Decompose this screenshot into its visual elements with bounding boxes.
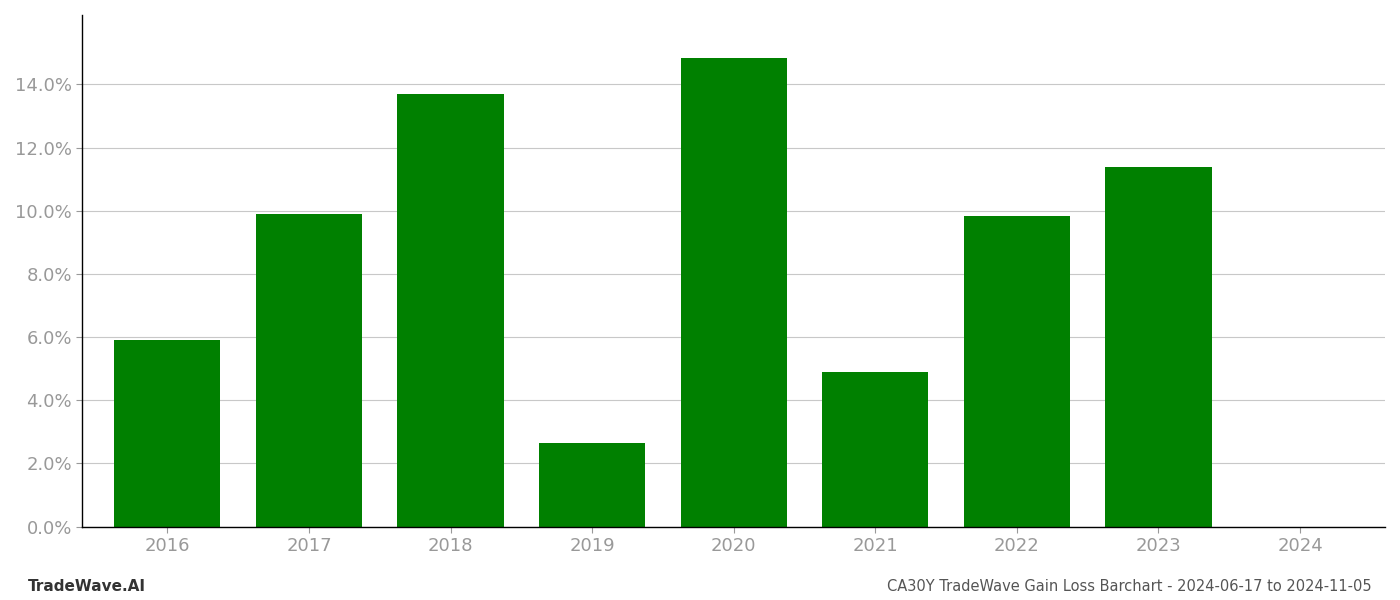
Bar: [398, 94, 504, 527]
Text: CA30Y TradeWave Gain Loss Barchart - 2024-06-17 to 2024-11-05: CA30Y TradeWave Gain Loss Barchart - 202…: [888, 579, 1372, 594]
Bar: [1106, 167, 1211, 527]
Bar: [963, 215, 1070, 527]
Bar: [539, 443, 645, 527]
Bar: [115, 340, 220, 527]
Text: TradeWave.AI: TradeWave.AI: [28, 579, 146, 594]
Bar: [256, 214, 363, 527]
Bar: [680, 58, 787, 527]
Bar: [822, 372, 928, 527]
